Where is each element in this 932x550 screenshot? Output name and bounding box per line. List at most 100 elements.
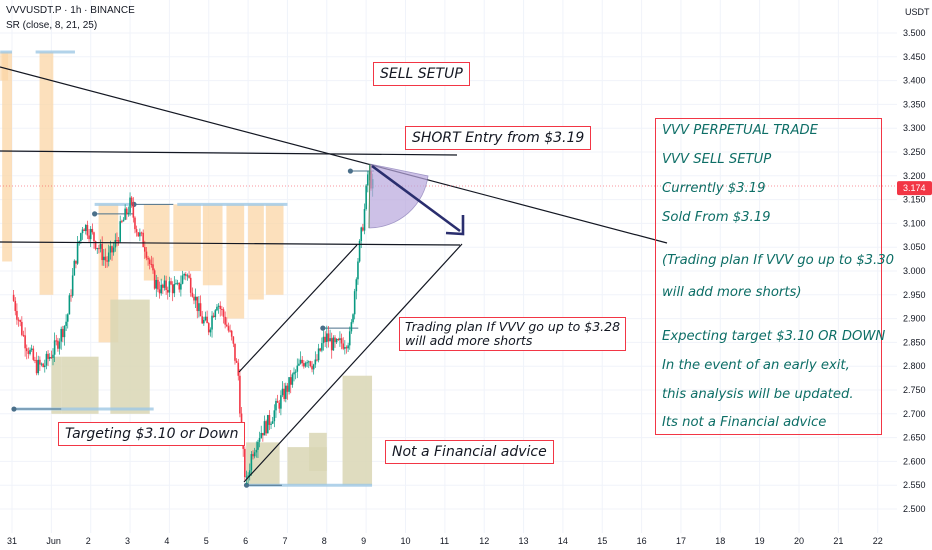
time-tick-label: 21: [833, 536, 843, 546]
candle-body: [35, 360, 38, 374]
candle-body: [257, 441, 259, 450]
candle-body: [157, 279, 159, 290]
candle-body: [271, 421, 274, 424]
candle-body: [317, 348, 320, 361]
candle-body: [63, 325, 66, 338]
candle-body: [86, 224, 89, 236]
info-line: this analysis will be updated.: [662, 387, 854, 402]
candle-body: [285, 385, 287, 399]
short-entry-label[interactable]: SHORT Entry from $3.19: [405, 126, 592, 150]
candle-body: [52, 354, 54, 358]
info-line: In the event of an early exit,: [662, 358, 850, 373]
candle-body: [281, 388, 284, 396]
sell-setup-label[interactable]: SELL SETUP: [373, 62, 470, 86]
candle-body: [14, 300, 17, 311]
candle-body: [309, 361, 312, 367]
candle-body: [199, 303, 202, 317]
candle-body: [280, 395, 282, 409]
time-tick-label: 7: [282, 536, 287, 546]
candle-body: [19, 320, 21, 322]
candle-body: [173, 284, 176, 294]
candle-body: [163, 280, 166, 288]
price-tick-label: 2.700: [903, 409, 926, 419]
candle-body: [124, 208, 126, 220]
candle-body: [89, 228, 92, 240]
candle-body: [303, 363, 305, 367]
candle-body: [217, 305, 220, 307]
price-tick-label: 3.050: [903, 242, 926, 252]
candle-body: [55, 340, 58, 342]
pivot-dot: [243, 482, 250, 488]
candle-body: [73, 260, 76, 276]
fib-arc-edge: [368, 163, 371, 229]
candle-body: [239, 375, 241, 414]
candle-body: [107, 252, 110, 262]
trade-info-box[interactable]: VVV PERPETUAL TRADE VVV SELL SETUP Curre…: [655, 118, 894, 435]
candle-body: [301, 359, 304, 364]
pivot-dot: [320, 325, 326, 331]
candle-body: [245, 476, 248, 478]
candle-body: [162, 284, 164, 288]
time-tick-label: 8: [322, 536, 327, 546]
price-tick-label: 3.100: [903, 218, 926, 228]
candle-body: [68, 295, 71, 315]
time-tick-label: 10: [401, 536, 411, 546]
candle-body: [319, 348, 322, 351]
candle-body: [153, 270, 156, 289]
support-zone: [110, 299, 150, 414]
candle-body: [91, 228, 94, 233]
candle-body: [339, 338, 341, 340]
targeting-label[interactable]: Targeting $3.10 or Down: [58, 422, 246, 446]
fib-arc: [368, 163, 429, 229]
price-tick-label: 3.150: [903, 195, 926, 205]
price-axis-currency: USDT: [905, 7, 930, 17]
candle-body: [29, 349, 31, 354]
trading-plan-label[interactable]: Trading plan If VVV go up to $3.28 will …: [399, 317, 627, 351]
candle-body: [196, 296, 199, 312]
time-tick-label: 22: [873, 536, 883, 546]
candle-body: [12, 294, 15, 301]
candle-body: [191, 292, 194, 297]
info-line: Currently $3.19: [662, 181, 766, 196]
candle-body: [244, 448, 246, 478]
candle-body: [66, 314, 69, 322]
candle-body: [24, 335, 26, 349]
symbol-title[interactable]: VVVUSDT.P · 1h · BINANCE: [6, 5, 135, 16]
time-tick-label: 20: [794, 536, 804, 546]
price-tick-label: 2.950: [903, 290, 926, 300]
candle-body: [201, 316, 203, 324]
candle-body: [176, 282, 179, 284]
candle-body: [362, 227, 364, 231]
candle-body: [255, 449, 258, 453]
descending-trendline: [0, 66, 668, 244]
candle-body: [88, 235, 90, 240]
indicator-legend[interactable]: SR (close, 8, 21, 25): [6, 20, 98, 31]
resistance-zone: [2, 52, 12, 262]
time-tick-label: 5: [204, 536, 209, 546]
candle-body: [337, 338, 340, 340]
candle-body: [219, 305, 222, 309]
current-price-badge: [897, 181, 932, 196]
candle-body: [322, 336, 325, 344]
candle-body: [94, 241, 97, 249]
time-tick-label: 31: [7, 536, 17, 546]
candle-body: [311, 366, 313, 370]
candle-body: [214, 310, 217, 318]
time-tick-label: 12: [479, 536, 489, 546]
candle-body: [345, 347, 348, 349]
not-advice-label[interactable]: Not a Financial advice: [385, 440, 554, 464]
candle-body: [129, 197, 131, 213]
candle-body: [265, 421, 267, 434]
candle-body: [262, 432, 264, 436]
candle-body: [332, 337, 335, 351]
candle-body: [32, 348, 35, 360]
candle-body: [80, 233, 82, 241]
candle-body: [93, 232, 95, 242]
time-tick-label: 9: [361, 536, 366, 546]
resistance-zone: [39, 52, 54, 295]
candle-body: [329, 338, 331, 342]
candle-body: [198, 303, 200, 312]
candle-body: [335, 338, 338, 343]
trend-drawings: [0, 66, 897, 483]
time-tick-label: 6: [243, 536, 248, 546]
